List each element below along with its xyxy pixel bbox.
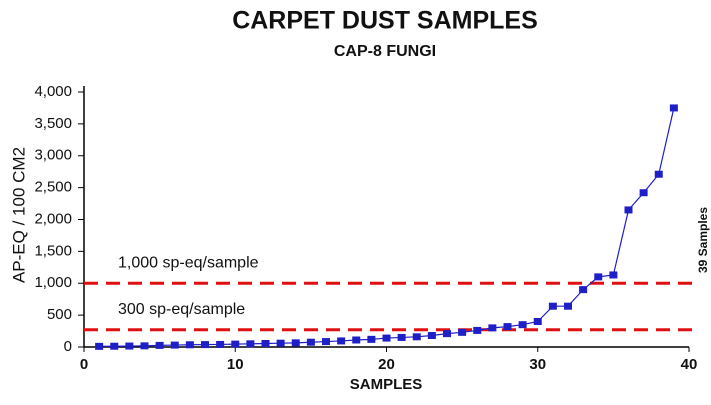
y-tick-label: 3,000 <box>34 147 72 164</box>
point <box>488 324 497 332</box>
y-tick-label: 1,000 <box>34 274 72 291</box>
point <box>458 328 467 336</box>
point <box>609 271 618 279</box>
x-axis-label: SAMPLES <box>350 376 423 393</box>
y-tick-label: 500 <box>47 306 72 323</box>
point <box>201 341 209 349</box>
point <box>367 335 376 343</box>
point <box>276 339 285 347</box>
point <box>322 338 330 346</box>
point <box>125 342 134 350</box>
point <box>427 332 436 340</box>
point <box>594 273 603 281</box>
point <box>473 326 482 334</box>
y-tick-label: 2,500 <box>34 179 72 196</box>
point <box>624 206 633 214</box>
y-tick-label: 4,000 <box>34 83 72 100</box>
point <box>261 339 270 347</box>
point <box>654 170 663 178</box>
reference-label: 300 sp-eq/sample <box>118 301 245 318</box>
point <box>246 340 255 348</box>
point <box>155 341 164 349</box>
y-tick-label: 0 <box>64 338 72 355</box>
point <box>291 339 300 347</box>
point <box>140 342 149 350</box>
point <box>443 330 451 338</box>
point <box>185 341 194 349</box>
x-tick-label: 20 <box>378 356 395 373</box>
x-tick-label: 10 <box>227 356 244 373</box>
reference-label: 1,000 sp-eq/sample <box>118 254 259 271</box>
point <box>382 334 391 342</box>
point <box>518 321 527 329</box>
x-tick-label: 30 <box>529 356 546 373</box>
y-tick-label: 2,000 <box>34 210 72 227</box>
x-tick-label: 40 <box>681 356 698 373</box>
point <box>639 189 648 197</box>
point <box>412 333 421 341</box>
point <box>397 333 406 341</box>
y-tick-label: 1,500 <box>34 242 72 259</box>
point <box>669 104 678 112</box>
y-tick-label: 3,500 <box>34 115 72 132</box>
chart-title: CARPET DUST SAMPLES <box>232 7 538 35</box>
point <box>95 342 104 350</box>
point <box>564 302 572 310</box>
point <box>548 302 557 310</box>
point <box>170 341 179 349</box>
point <box>306 338 315 346</box>
x-tick-label: 0 <box>80 356 88 373</box>
point <box>337 337 346 345</box>
point <box>503 323 512 331</box>
chart-subtitle: CAP-8 FUNGI <box>334 43 436 60</box>
point <box>533 318 542 325</box>
point <box>231 340 240 348</box>
point <box>579 286 588 294</box>
y-axis-label: AP-EQ / 100 CM2 <box>9 147 28 283</box>
point <box>110 342 119 350</box>
right-label: 39 Samples <box>696 207 710 273</box>
point <box>352 336 361 344</box>
point <box>216 340 225 348</box>
